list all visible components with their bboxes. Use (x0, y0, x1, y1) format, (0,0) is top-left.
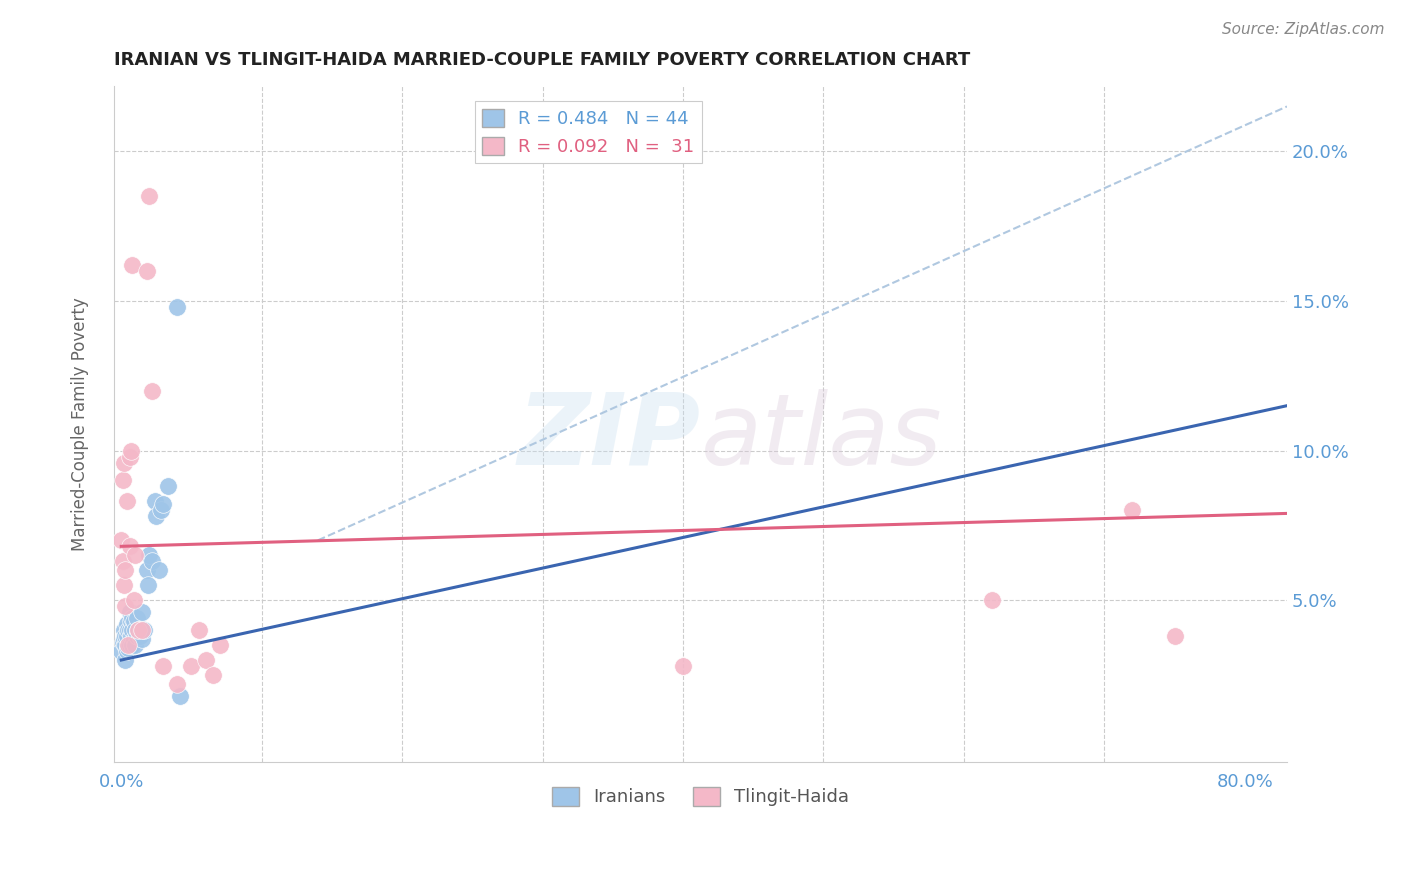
Point (131, 623, 153, 637)
Point (201, 668, 224, 682)
Point (135, 264, 157, 278)
Point (127, 623, 149, 637)
Point (149, 503, 172, 517)
Point (127, 623, 149, 637)
Point (111, 635, 134, 649)
Point (111, 554, 134, 568)
Point (118, 623, 141, 637)
Point (114, 629, 136, 643)
Point (125, 611, 148, 625)
Point (166, 677, 188, 691)
Point (121, 638, 143, 652)
Point (1121, 503, 1143, 517)
Point (122, 614, 145, 628)
Point (152, 659, 174, 673)
Point (118, 605, 141, 619)
Point (138, 549, 160, 563)
Point (120, 443, 142, 458)
Point (187, 623, 209, 637)
Point (135, 563, 157, 577)
Point (118, 450, 141, 464)
Point (124, 638, 146, 652)
Point (156, 479, 179, 493)
Point (125, 629, 148, 643)
Point (981, 593, 1004, 607)
Point (141, 554, 163, 568)
Point (121, 611, 143, 625)
Point (114, 653, 136, 667)
Point (117, 638, 139, 652)
Point (112, 632, 135, 646)
Point (672, 659, 695, 673)
Point (122, 632, 145, 646)
Point (110, 533, 132, 548)
Point (112, 578, 135, 592)
Point (117, 641, 139, 656)
Text: ZIP: ZIP (517, 389, 700, 485)
Point (114, 563, 136, 577)
Point (131, 605, 153, 619)
Point (132, 623, 155, 637)
Point (115, 629, 138, 643)
Point (136, 578, 159, 592)
Point (118, 539, 141, 553)
Point (120, 614, 142, 628)
Point (110, 644, 132, 658)
Text: Source: ZipAtlas.com: Source: ZipAtlas.com (1222, 22, 1385, 37)
Point (141, 384, 163, 398)
Point (169, 689, 191, 703)
Point (115, 617, 138, 632)
Point (129, 623, 152, 637)
Point (124, 549, 146, 563)
Point (121, 623, 143, 637)
Text: IRANIAN VS TLINGIT-HAIDA MARRIED-COUPLE FAMILY POVERTY CORRELATION CHART: IRANIAN VS TLINGIT-HAIDA MARRIED-COUPLE … (114, 51, 970, 69)
Point (114, 638, 136, 652)
Point (152, 498, 174, 512)
Text: atlas: atlas (700, 389, 942, 485)
Point (115, 644, 138, 658)
Point (143, 494, 166, 508)
Point (118, 638, 141, 652)
Point (117, 623, 139, 637)
Point (112, 623, 135, 637)
Point (194, 653, 217, 667)
Point (1163, 629, 1185, 643)
Point (131, 632, 153, 646)
Point (128, 629, 150, 643)
Point (148, 563, 170, 577)
Y-axis label: Married-Couple Family Poverty: Married-Couple Family Poverty (72, 297, 89, 550)
Point (121, 258, 143, 272)
Point (145, 509, 167, 524)
Point (114, 599, 136, 614)
Point (112, 456, 135, 470)
Point (166, 300, 188, 314)
Point (208, 638, 231, 652)
Point (122, 593, 145, 607)
Point (180, 659, 202, 673)
Point (120, 629, 142, 643)
Legend: Iranians, Tlingit-Haida: Iranians, Tlingit-Haida (544, 780, 856, 814)
Point (124, 623, 146, 637)
Point (115, 494, 138, 508)
Point (111, 474, 134, 488)
Point (138, 189, 160, 203)
